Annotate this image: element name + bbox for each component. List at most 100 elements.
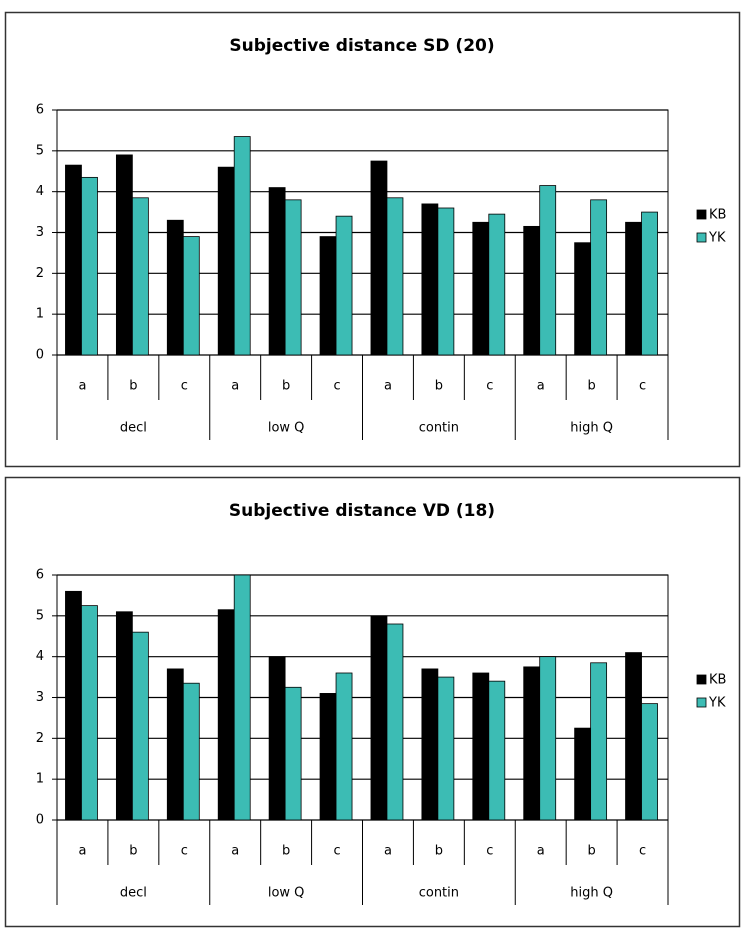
bar	[217, 166, 235, 356]
bar	[641, 211, 658, 356]
chart: Subjective distance VD (18) 0 1 2 3 4 5 6 a b c a b c…	[4, 476, 741, 928]
x-tick-label: b	[282, 379, 290, 394]
x-tick-label: c	[486, 844, 493, 859]
x-tick-label: c	[181, 379, 188, 394]
bar	[421, 203, 439, 356]
bar	[488, 680, 506, 821]
bar	[217, 609, 235, 821]
y-tick-label: 1	[36, 772, 44, 787]
bar	[641, 703, 658, 821]
x-tick-label: a	[231, 379, 239, 394]
x-tick-label: b	[435, 379, 443, 394]
chart-title: Subjective distance SD (20)	[229, 36, 494, 56]
bar	[131, 631, 149, 821]
bar	[590, 662, 608, 821]
bar	[81, 176, 98, 356]
x-tick-label: b	[129, 844, 137, 859]
group-label: contin	[419, 886, 459, 901]
bar	[472, 672, 490, 821]
bar	[284, 199, 302, 356]
group-label: high Q	[570, 886, 613, 901]
chart: Subjective distance SD (20) 0 1 2 3 4 5 6 a b c a b c…	[4, 11, 741, 468]
group-label: low Q	[268, 421, 305, 436]
y-tick-label: 5	[36, 608, 44, 623]
bar	[166, 668, 184, 821]
bar	[523, 666, 541, 821]
bar	[182, 236, 200, 356]
legend-label: YK	[708, 696, 726, 711]
bar	[268, 187, 286, 356]
chart-border	[4, 11, 741, 468]
bar	[625, 652, 642, 821]
x-tick-label: c	[639, 844, 646, 859]
y-tick-label: 2	[36, 731, 44, 746]
bar	[335, 672, 353, 821]
y-tick-label: 1	[36, 307, 44, 322]
x-tick-label: a	[78, 844, 86, 859]
y-tick-label: 6	[36, 103, 44, 118]
y-tick-label: 2	[36, 266, 44, 281]
bar	[182, 682, 200, 821]
bar	[421, 668, 439, 821]
bar	[437, 676, 455, 821]
bar	[488, 213, 506, 356]
y-tick-label: 3	[36, 690, 44, 705]
legend-label: KB	[709, 208, 726, 223]
y-tick-label: 6	[36, 568, 44, 583]
x-tick-label: c	[639, 379, 646, 394]
chart-border	[4, 476, 741, 928]
x-tick-label: c	[333, 379, 340, 394]
x-tick-label: b	[587, 379, 595, 394]
x-tick-label: c	[333, 844, 340, 859]
y-tick-label: 4	[36, 649, 44, 664]
bar	[386, 623, 404, 821]
bar	[268, 656, 286, 821]
x-tick-label: a	[231, 844, 239, 859]
bar	[386, 197, 404, 356]
y-tick-label: 4	[36, 184, 44, 199]
x-tick-label: b	[435, 844, 443, 859]
bar	[539, 656, 557, 821]
bar	[319, 693, 337, 821]
y-tick-label: 0	[36, 813, 44, 828]
group-label: decl	[120, 421, 147, 436]
bar	[233, 136, 251, 356]
bar	[437, 207, 455, 356]
bar	[625, 221, 642, 356]
legend-swatch	[696, 697, 707, 708]
x-tick-label: b	[282, 844, 290, 859]
bar	[590, 199, 608, 356]
bar	[472, 221, 490, 356]
chart-title: Subjective distance VD (18)	[229, 501, 495, 521]
group-label: contin	[419, 421, 459, 436]
bar	[523, 225, 541, 356]
bar	[370, 160, 388, 356]
y-tick-label: 5	[36, 143, 44, 158]
group-label: high Q	[570, 421, 613, 436]
group-label: decl	[120, 886, 147, 901]
bar	[115, 154, 133, 356]
bar	[319, 236, 337, 356]
bar	[65, 590, 82, 821]
bar	[81, 605, 98, 821]
bar	[131, 197, 149, 356]
bar	[574, 242, 592, 356]
bar	[574, 727, 592, 821]
bar	[284, 686, 302, 821]
bar	[335, 215, 353, 356]
legend-label: YK	[708, 231, 726, 246]
x-tick-label: a	[537, 379, 545, 394]
legend-swatch	[696, 674, 707, 685]
legend-swatch	[696, 232, 707, 243]
x-tick-label: b	[587, 844, 595, 859]
bar	[539, 185, 557, 356]
x-tick-label: a	[384, 844, 392, 859]
y-tick-label: 3	[36, 225, 44, 240]
bar	[233, 574, 251, 821]
bar	[370, 615, 388, 821]
bar	[166, 219, 184, 356]
group-label: low Q	[268, 886, 305, 901]
legend-swatch	[696, 209, 707, 220]
x-tick-label: c	[181, 844, 188, 859]
